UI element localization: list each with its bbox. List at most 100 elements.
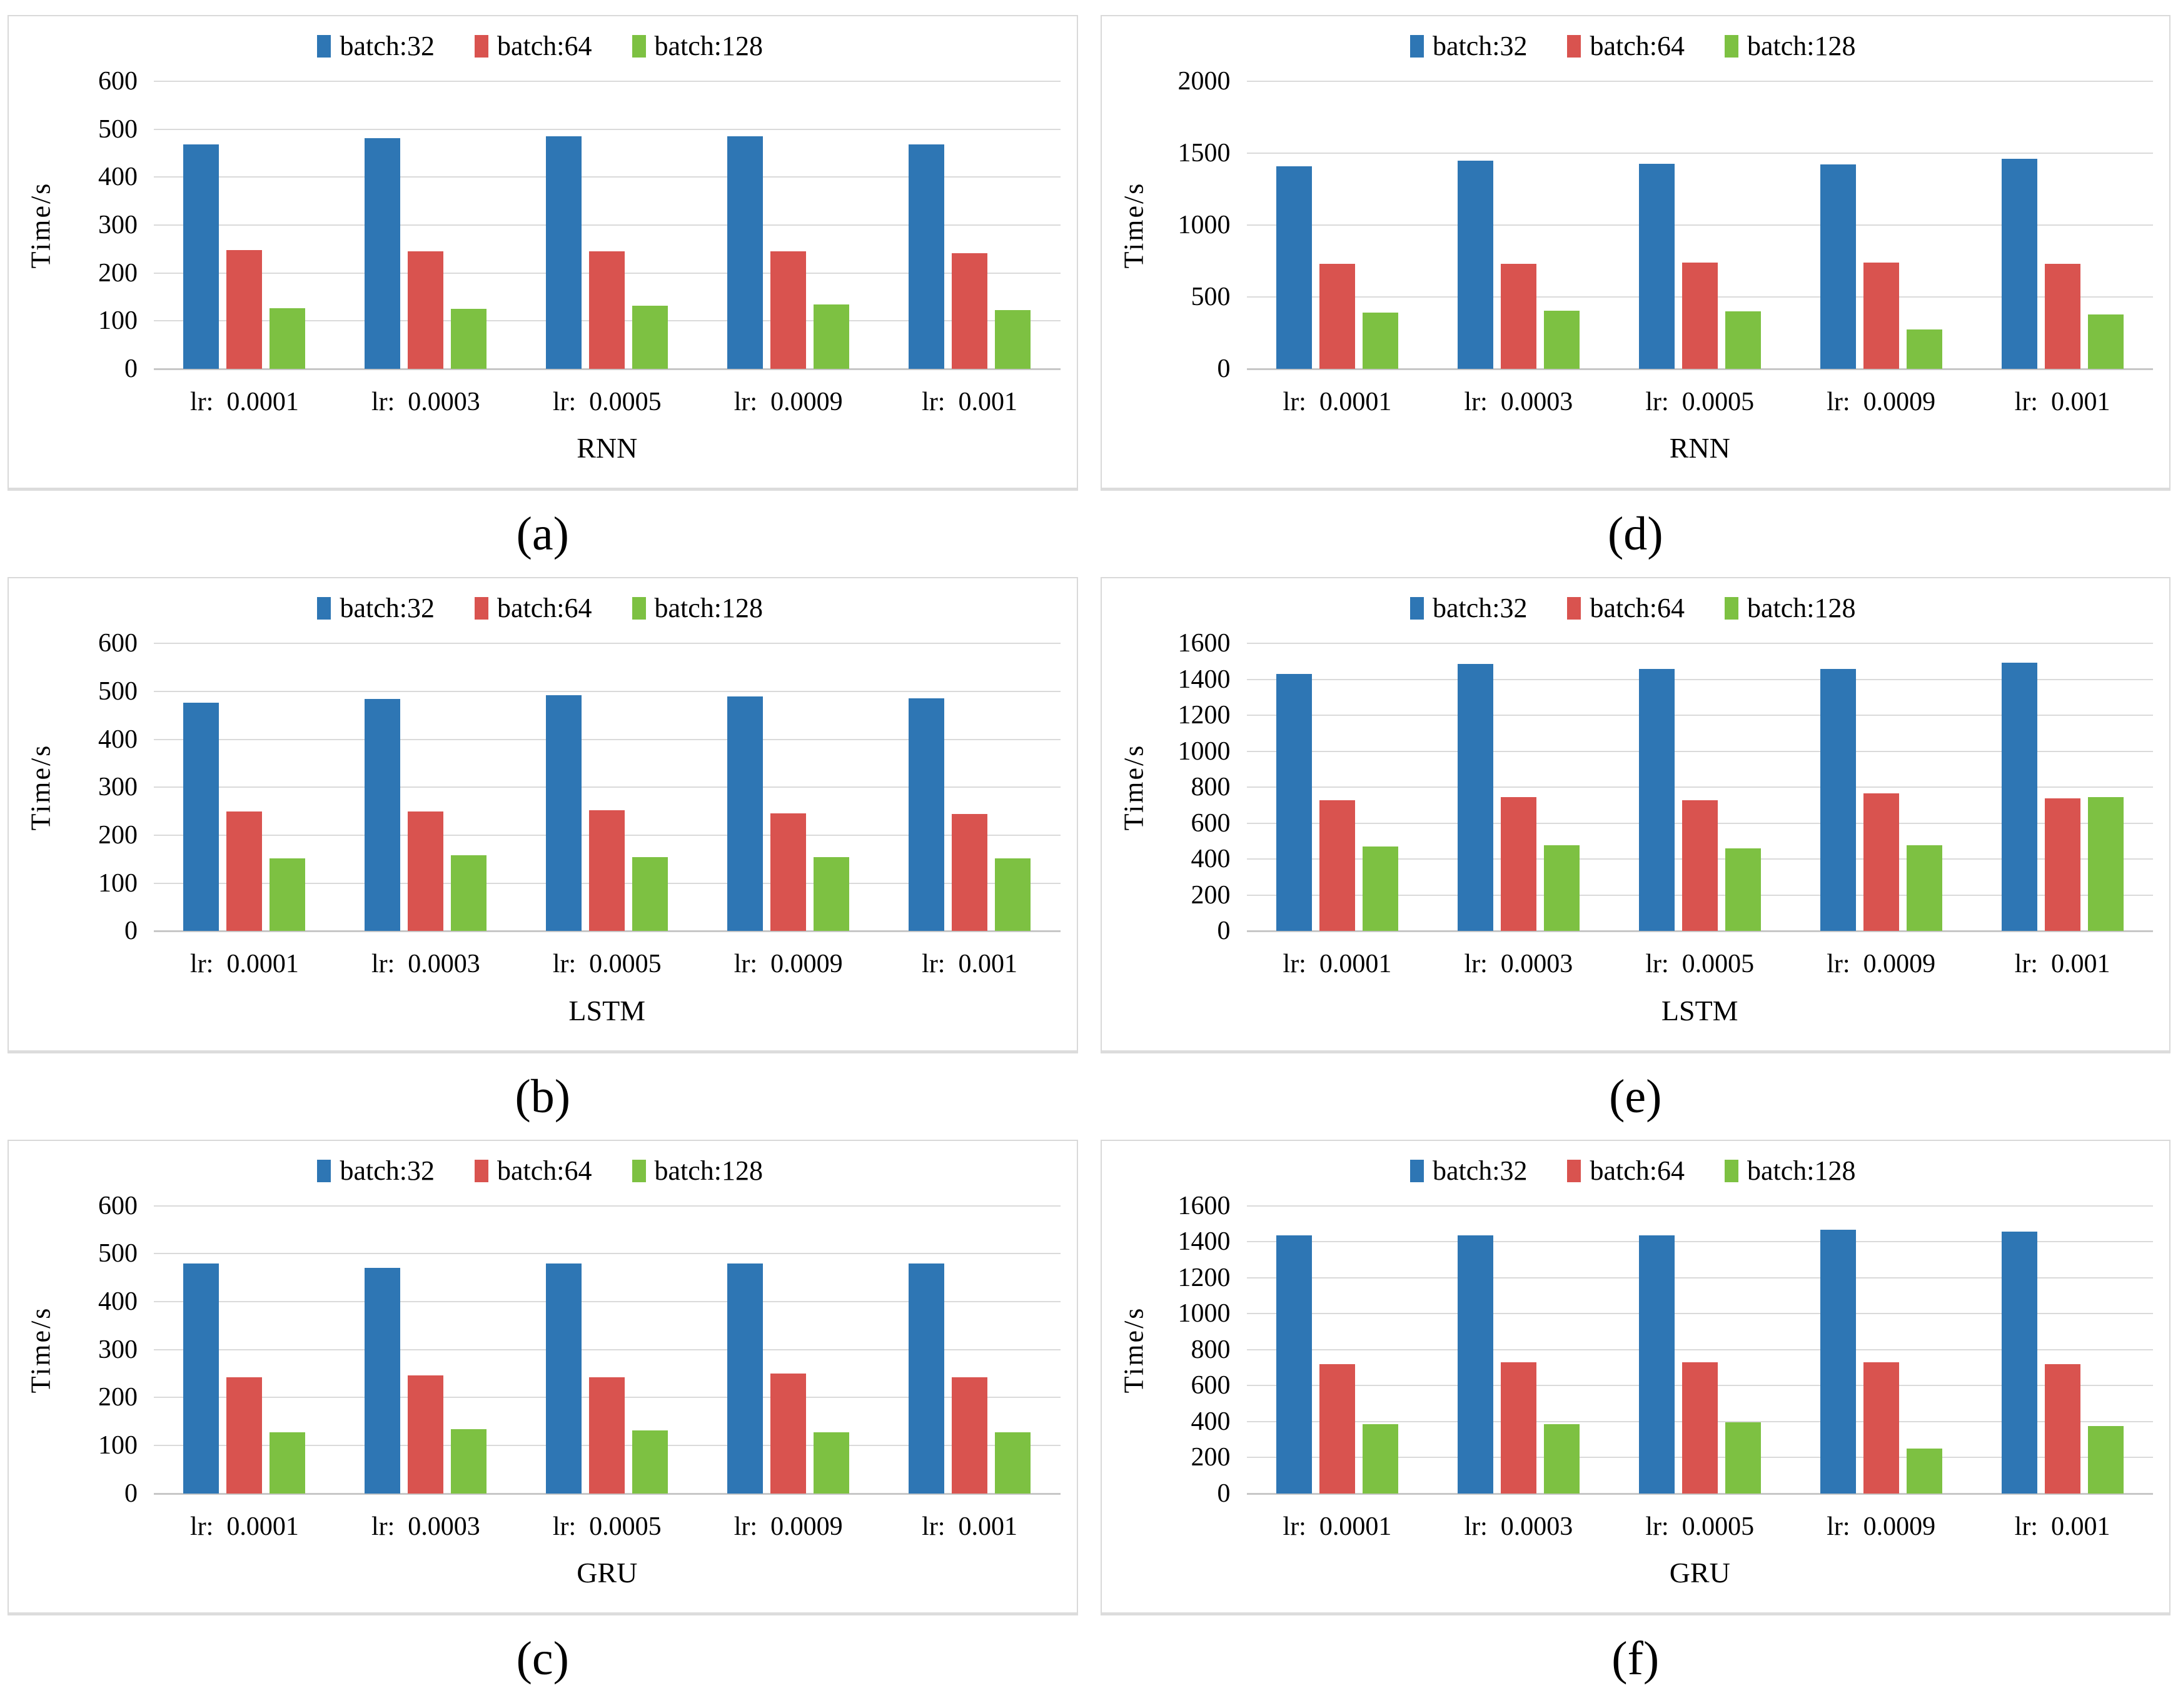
- bar-batch-128: [632, 857, 668, 932]
- bar-batch-64: [770, 251, 807, 369]
- gridline: [154, 1205, 1061, 1207]
- bar-batch-64: [952, 253, 988, 369]
- bar-group: [698, 643, 879, 932]
- legend-label: batch:32: [340, 31, 435, 61]
- gridline: [1246, 786, 2153, 788]
- y-tick-label: 600: [1191, 1371, 1231, 1400]
- bar-batch-32: [727, 1263, 764, 1494]
- bar-batch-32: [365, 699, 401, 932]
- bar-batch-32: [183, 1263, 219, 1494]
- y-tick-label: 100: [98, 868, 138, 898]
- bar-group: [154, 643, 335, 932]
- y-tick-label: 0: [1217, 354, 1231, 384]
- y-axis-title-wrap: Time/s: [1113, 1206, 1154, 1494]
- legend-swatch-icon: [317, 597, 331, 620]
- x-category-label: lr: 0.0003: [1464, 950, 1573, 979]
- bar-group: [335, 81, 517, 369]
- x-category-label: lr: 0.0005: [552, 1512, 662, 1541]
- y-tick-label: 1000: [1177, 211, 1231, 240]
- gridline: [154, 1253, 1061, 1255]
- bar-group: [517, 1206, 698, 1494]
- chart-legend: batch:32 batch:64 batch:128: [1113, 33, 2154, 60]
- y-tick-label: 1400: [1177, 1227, 1231, 1257]
- x-category-label: lr: 0.001: [922, 950, 1017, 979]
- plot-area: [1246, 81, 2153, 371]
- bar-batch-64: [1500, 264, 1536, 369]
- x-category-label: lr: 0.001: [922, 1512, 1017, 1541]
- y-tick-label: 200: [98, 821, 138, 850]
- legend-label: batch:32: [340, 1155, 435, 1186]
- chart-panel: batch:32 batch:64 batch:128 Time/s 1600 140…: [1100, 577, 2170, 1053]
- y-axis-title: Time/s: [25, 744, 56, 831]
- y-axis-title: Time/s: [1118, 1306, 1149, 1394]
- y-axis-title: Time/s: [25, 181, 56, 269]
- chart-body: Time/s 2000 1500 1000 500 0: [1113, 68, 2153, 382]
- bar-group: [1609, 1206, 1790, 1494]
- bar-batch-32: [909, 1263, 945, 1494]
- y-tick-label: 600: [98, 67, 138, 96]
- chart-cell: batch:32 batch:64 batch:128 Time/s 1600 140…: [1100, 577, 2170, 1139]
- bar-batch-64: [1681, 262, 1718, 369]
- y-tick-label: 500: [1191, 283, 1231, 312]
- bar-batch-128: [814, 857, 850, 932]
- bar-batch-32: [183, 144, 219, 369]
- y-tick-label: 200: [1191, 1443, 1231, 1472]
- y-axis-title-wrap: Time/s: [20, 81, 61, 369]
- legend-swatch-icon: [1725, 597, 1738, 620]
- legend-label: batch:32: [340, 593, 435, 624]
- gridline: [154, 176, 1061, 178]
- bar-batch-128: [1362, 1424, 1398, 1494]
- x-axis-line: [154, 1492, 1061, 1495]
- legend-label: batch:128: [654, 1155, 764, 1186]
- x-category-label: lr: 0.0003: [371, 950, 480, 979]
- bar-batch-64: [1681, 800, 1718, 932]
- chart-body: Time/s 600 500 400 300 200 100 0: [20, 630, 1061, 944]
- plot-area: [154, 1205, 1061, 1495]
- y-tick-label: 400: [1191, 845, 1231, 874]
- legend-item-batch-64: batch:64: [474, 595, 592, 622]
- bar-batch-64: [226, 811, 263, 932]
- legend-item-batch-128: batch:128: [1725, 595, 1856, 622]
- bar-batch-128: [2087, 797, 2124, 932]
- y-tick-label: 1000: [1177, 1299, 1231, 1329]
- gridline: [1246, 750, 2153, 752]
- y-axis-title-wrap: Time/s: [20, 643, 61, 931]
- bar-batch-128: [632, 1430, 668, 1494]
- y-axis-ticks: 1600 1400 1200 1000 800 600 400 200 0: [1154, 1193, 1247, 1507]
- bar-batch-64: [1863, 262, 1899, 369]
- bar-batch-128: [270, 308, 306, 369]
- gridline: [1246, 1349, 2153, 1350]
- y-tick-label: 1500: [1177, 139, 1231, 168]
- x-axis-title: GRU: [1669, 1556, 1730, 1589]
- x-axis-title: RNN: [577, 432, 638, 465]
- chart-caption: (c): [516, 1632, 569, 1685]
- bar-batch-128: [632, 305, 668, 369]
- bar-batch-128: [1906, 329, 1942, 369]
- x-category-label: lr: 0.001: [2014, 950, 2110, 979]
- x-axis-title: LSTM: [568, 994, 646, 1027]
- x-category-label: lr: 0.001: [922, 388, 1017, 417]
- chart-body: Time/s 1600 1400 1200 1000 800 600 400 200 0: [1113, 1193, 2153, 1507]
- gridline: [154, 81, 1061, 82]
- figure-grid: batch:32 batch:64 batch:128 Time/s 600 500 4…: [8, 15, 2170, 1702]
- bar-batch-128: [1543, 1424, 1580, 1494]
- bar-batch-128: [1725, 311, 1761, 369]
- bar-batch-32: [1638, 1235, 1675, 1494]
- plot-area: [1246, 643, 2153, 933]
- bar-batch-32: [1276, 674, 1312, 932]
- y-tick-label: 400: [98, 725, 138, 754]
- bar-batch-128: [451, 1429, 487, 1494]
- bar-group: [879, 1206, 1061, 1494]
- legend-item-batch-32: batch:32: [1409, 33, 1527, 60]
- x-category-label: lr: 0.0001: [1283, 388, 1392, 417]
- chart-body: Time/s 600 500 400 300 200 100 0: [20, 68, 1061, 382]
- chart-legend: batch:32 batch:64 batch:128: [20, 595, 1061, 622]
- chart-cell: batch:32 batch:64 batch:128 Time/s 600 500 4…: [8, 15, 1078, 577]
- bar-batch-128: [995, 309, 1031, 369]
- y-tick-label: 0: [1217, 1479, 1231, 1508]
- bar-batch-64: [589, 251, 625, 369]
- chart-panel: batch:32 batch:64 batch:128 Time/s 600 500 4…: [8, 1139, 1078, 1615]
- chart-legend: batch:32 batch:64 batch:128: [20, 33, 1061, 60]
- bar-batch-128: [1543, 310, 1580, 369]
